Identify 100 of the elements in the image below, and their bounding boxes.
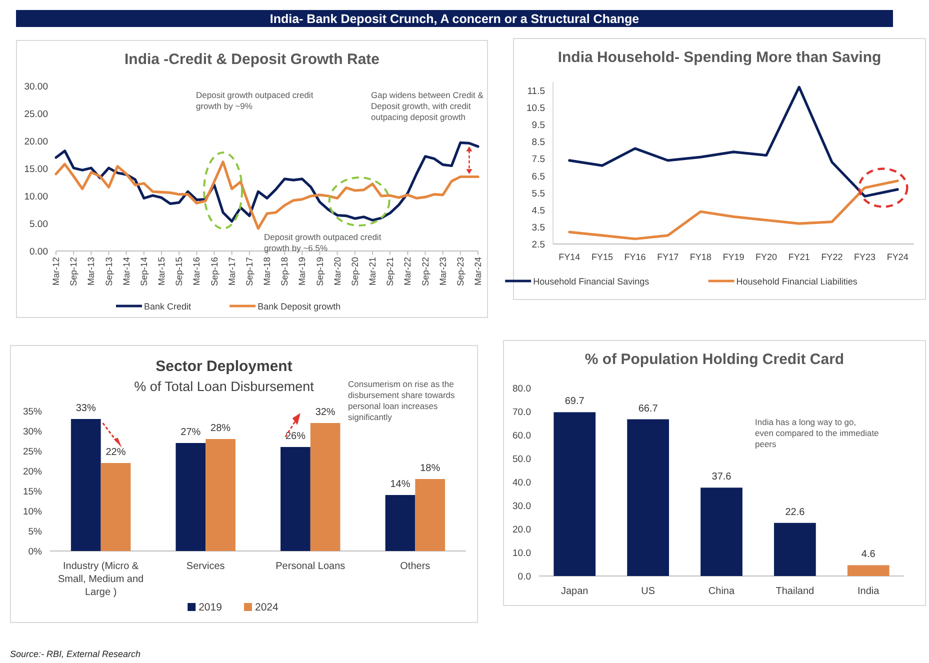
y-tick-label: 8.5 xyxy=(532,137,545,148)
legend-label: 2019 xyxy=(198,602,222,614)
y-tick-label: 5% xyxy=(28,526,43,538)
bar xyxy=(310,423,340,551)
data-label: 22% xyxy=(106,447,126,458)
x-tick-label: FY15 xyxy=(591,252,613,262)
y-tick-label: 20% xyxy=(22,466,43,478)
x-tick-label: Mar-15 xyxy=(156,257,166,286)
annotation: Deposit growth outpaced credit growth by ~6.5% xyxy=(264,232,382,253)
legend-label: 2024 xyxy=(255,602,279,614)
y-tick-label: 7.5 xyxy=(532,154,545,166)
x-tick-label: Mar-17 xyxy=(226,257,237,286)
y-tick-label: 10.00 xyxy=(24,192,48,202)
annotation: Consumerism on rise as the disbursement share towards personal loan increases significantly xyxy=(348,379,455,422)
x-tick-label: Sep-19 xyxy=(314,257,325,286)
data-label: 33% xyxy=(76,403,96,414)
x-tick-label: India xyxy=(858,586,880,597)
y-tick-label: 30.00 xyxy=(24,82,48,92)
bar xyxy=(70,419,101,551)
y-tick-label: 35% xyxy=(22,406,43,418)
x-tick-label: Industry (Micro & Small, Medium and Large ) xyxy=(58,561,144,598)
data-label: 66.7 xyxy=(638,403,658,414)
x-tick-label: Sep-23 xyxy=(455,257,466,286)
y-tick-label: 10% xyxy=(22,506,43,518)
x-tick-label: Others xyxy=(400,561,430,572)
x-tick-label: Mar-20 xyxy=(332,257,342,286)
chart-subtitle: % of Total Loan Disbursement xyxy=(134,379,314,394)
x-tick-label: Mar-13 xyxy=(86,257,96,286)
data-label: 37.6 xyxy=(712,472,732,483)
y-tick-label: 20.00 xyxy=(24,136,48,148)
y-tick-label: 4.5 xyxy=(532,205,545,216)
y-tick-label: 50.0 xyxy=(512,454,531,465)
x-tick-label: FY22 xyxy=(821,252,843,262)
x-tick-label: Thailand xyxy=(776,586,814,597)
x-tick-label: Sep-15 xyxy=(174,257,184,286)
legend-label: Bank Credit xyxy=(144,302,192,312)
y-tick-label: 25.00 xyxy=(24,109,48,120)
y-tick-label: 5.5 xyxy=(532,188,545,200)
data-label: 26% xyxy=(285,431,306,442)
y-tick-label: 70.0 xyxy=(512,407,531,418)
bar xyxy=(554,412,596,576)
text: India- Bank Deposit Crunch, A concern or a Structural Change xyxy=(270,12,640,26)
x-tick-label: Sep-12 xyxy=(68,257,79,286)
bar xyxy=(176,443,206,551)
x-tick-label: Mar-21 xyxy=(368,257,378,286)
x-tick-label: Mar-23 xyxy=(438,257,448,286)
y-tick-label: 60.0 xyxy=(512,430,531,442)
bar xyxy=(847,565,890,576)
bar xyxy=(280,447,310,551)
x-tick-label: FY17 xyxy=(657,252,679,262)
x-tick-label: FY19 xyxy=(722,252,744,262)
y-tick-label: 0% xyxy=(28,546,43,558)
y-tick-label: 6.5 xyxy=(532,171,545,182)
x-tick-label: FY21 xyxy=(788,252,810,262)
x-tick-label: FY18 xyxy=(690,252,712,262)
line-series xyxy=(54,141,480,223)
bar xyxy=(206,439,236,551)
bar xyxy=(100,463,131,551)
y-tick-label: 0.00 xyxy=(30,246,48,258)
chart-title: India -Credit & Deposit Growth Rate xyxy=(124,51,380,68)
legend-label: Household Financial Liabilities xyxy=(736,276,858,286)
chart-title: Sector Deployment xyxy=(156,358,292,375)
x-tick-label: Mar-19 xyxy=(297,257,308,286)
y-tick-label: 10.5 xyxy=(526,103,545,114)
x-tick-label: Sep-18 xyxy=(280,257,290,286)
y-tick-label: 25% xyxy=(22,446,43,458)
legend-label: Household Financial Savings xyxy=(533,276,650,286)
x-tick-label: Sep-13 xyxy=(104,257,114,286)
x-tick-label: Sep-14 xyxy=(138,257,149,286)
x-tick-label: FY23 xyxy=(854,252,876,262)
data-label: 22.6 xyxy=(785,506,806,518)
x-tick-label: Japan xyxy=(560,586,588,597)
x-tick-label: FY14 xyxy=(558,252,580,262)
data-label: 18% xyxy=(420,463,440,474)
bar xyxy=(774,522,816,576)
x-tick-label: Sep-16 xyxy=(209,257,220,286)
bar xyxy=(700,488,742,576)
x-tick-label: Mar-22 xyxy=(402,257,413,286)
x-tick-label: Mar-24 xyxy=(473,257,483,286)
y-tick-label: 9.5 xyxy=(532,120,545,132)
y-tick-label: 80.0 xyxy=(512,384,531,394)
bar xyxy=(385,495,416,551)
legend-label: Bank Deposit growth xyxy=(258,302,341,312)
x-tick-label: Sep-22 xyxy=(420,257,430,286)
line-series xyxy=(568,180,899,240)
y-tick-label: 10.0 xyxy=(512,548,531,559)
chart-title: % of Population Holding Credit Card xyxy=(584,351,844,368)
y-tick-label: 40.0 xyxy=(512,478,531,488)
x-tick-label: FY20 xyxy=(756,252,778,262)
data-label: 28% xyxy=(210,423,231,434)
data-label: 27% xyxy=(180,427,201,438)
x-tick-label: China xyxy=(708,586,735,597)
y-tick-label: 0.0 xyxy=(518,572,531,582)
data-label: 14% xyxy=(390,479,410,490)
annotation: Gap widens between Credit & Deposit growth, with credit outpacing deposit growth xyxy=(371,90,484,122)
x-tick-label: Mar-18 xyxy=(262,257,272,286)
y-tick-label: 2.5 xyxy=(532,240,545,250)
data-label: 32% xyxy=(315,407,336,418)
y-tick-label: 30.0 xyxy=(512,501,531,512)
x-tick-label: Personal Loans xyxy=(276,561,346,572)
